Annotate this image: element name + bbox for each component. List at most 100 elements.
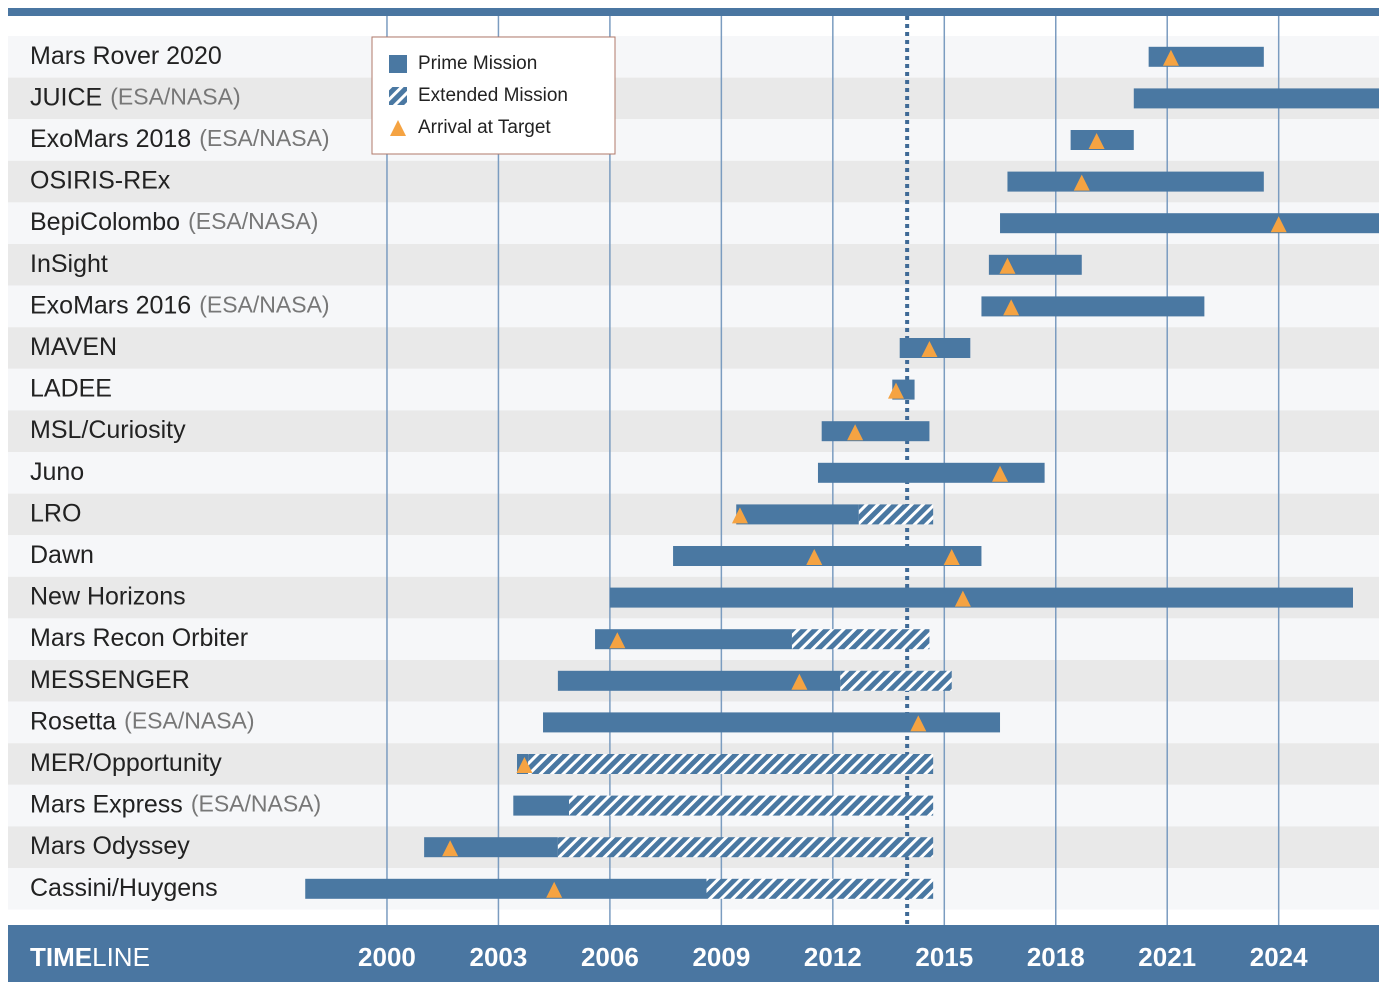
arrival-marker bbox=[910, 715, 927, 732]
arrival-marker bbox=[943, 549, 960, 565]
mission-name: Juno bbox=[30, 457, 84, 485]
mission-name: ExoMars 2018 bbox=[30, 125, 191, 153]
prime-bar bbox=[543, 712, 1001, 733]
arrival-marker bbox=[791, 673, 808, 690]
agency: (ESA/NASA) bbox=[110, 83, 240, 109]
mission-name: Dawn bbox=[30, 541, 94, 569]
mission-name: MSL/Curiosity bbox=[30, 416, 186, 444]
arrival-marker bbox=[999, 257, 1016, 274]
prime-bar bbox=[513, 795, 570, 816]
mission-name: MAVEN bbox=[30, 333, 117, 361]
mission-name: JUICE bbox=[30, 83, 102, 111]
arrival-marker bbox=[806, 549, 823, 565]
mission-label: Rosetta (ESA/NASA) bbox=[30, 707, 255, 735]
arrival-marker bbox=[442, 840, 459, 857]
extended-bar bbox=[569, 795, 934, 816]
arrival-marker bbox=[1162, 49, 1179, 66]
x-tick-label: 2018 bbox=[1027, 942, 1085, 972]
mission-name: New Horizons bbox=[30, 582, 186, 610]
footer-title: TIMELINE bbox=[30, 942, 150, 972]
agency: (ESA/NASA) bbox=[191, 791, 321, 817]
mission-label: MESSENGER bbox=[30, 665, 190, 693]
arrival-marker bbox=[921, 341, 938, 357]
mission-name: MESSENGER bbox=[30, 665, 190, 693]
arrival-marker bbox=[1270, 216, 1287, 233]
arrival-marker bbox=[887, 382, 904, 399]
mission-name: Rosetta bbox=[30, 707, 116, 735]
row-band bbox=[8, 368, 1379, 411]
agency: (ESA/NASA) bbox=[199, 291, 329, 317]
footer-title-bold: TIME bbox=[30, 942, 92, 972]
extended-bar bbox=[791, 629, 930, 650]
mission-name: Mars Odyssey bbox=[30, 832, 190, 860]
footer-band bbox=[8, 925, 1379, 982]
legend-swatch bbox=[390, 120, 406, 136]
mission-name: Mars Rover 2020 bbox=[30, 41, 222, 69]
arrival-marker bbox=[731, 507, 748, 524]
x-tick-label: 2021 bbox=[1138, 942, 1196, 972]
mission-name: Mars Recon Orbiter bbox=[30, 624, 248, 652]
extended-bar bbox=[706, 878, 934, 899]
row-band bbox=[8, 410, 1379, 452]
x-tick-label: 2000 bbox=[358, 942, 416, 972]
mission-name: Cassini/Huygens bbox=[30, 873, 218, 901]
arrival-marker bbox=[609, 632, 626, 649]
mission-name: LADEE bbox=[30, 374, 112, 402]
extended-bar bbox=[557, 837, 934, 858]
extended-bar bbox=[840, 670, 952, 691]
x-tick-label: 2006 bbox=[581, 942, 639, 972]
mission-name: MER/Opportunity bbox=[30, 749, 222, 777]
mission-label: MER/Opportunity bbox=[30, 749, 222, 777]
row-band bbox=[8, 244, 1379, 286]
footer-title-rest: LINE bbox=[92, 942, 150, 972]
prime-bar bbox=[1070, 130, 1134, 150]
extended-bar bbox=[858, 504, 934, 525]
x-tick-label: 2003 bbox=[470, 942, 528, 972]
arrival-marker bbox=[847, 424, 864, 441]
prime-bar bbox=[305, 878, 707, 899]
legend-label: Arrival at Target bbox=[418, 117, 551, 138]
arrival-marker bbox=[992, 465, 1009, 482]
prime-bar bbox=[595, 629, 792, 650]
prime-bar bbox=[1000, 213, 1379, 234]
agency: (ESA/NASA) bbox=[199, 125, 329, 151]
prime-bar bbox=[899, 338, 971, 358]
prime-bar bbox=[817, 462, 1045, 483]
prime-bar bbox=[736, 504, 859, 525]
agency: (ESA/NASA) bbox=[124, 707, 254, 733]
mission-name: BepiColombo bbox=[30, 208, 180, 236]
mission-name: Mars Express bbox=[30, 790, 183, 818]
prime-bar bbox=[981, 296, 1205, 317]
prime-bar bbox=[557, 670, 841, 691]
arrival-marker bbox=[1073, 174, 1090, 191]
mission-name: InSight bbox=[30, 249, 108, 277]
row-band bbox=[8, 327, 1379, 369]
mission-name: LRO bbox=[30, 499, 81, 527]
prime-bar bbox=[1133, 88, 1379, 109]
arrival-marker bbox=[546, 881, 563, 898]
mission-label: MSL/Curiosity bbox=[30, 416, 186, 444]
mission-label: LADEE bbox=[30, 374, 112, 402]
prime-bar bbox=[424, 837, 558, 858]
arrival-marker bbox=[516, 757, 533, 773]
x-tick-label: 2009 bbox=[692, 942, 750, 972]
prime-bar bbox=[1007, 171, 1264, 192]
prime-bar bbox=[1148, 46, 1264, 67]
prime-bar bbox=[673, 546, 982, 566]
row-band bbox=[8, 493, 1379, 536]
x-tick-label: 2024 bbox=[1250, 942, 1308, 972]
agency: (ESA/NASA) bbox=[188, 208, 318, 234]
mission-name: ExoMars 2016 bbox=[30, 291, 191, 319]
mission-name: OSIRIS-REx bbox=[30, 166, 171, 194]
row-band bbox=[8, 452, 1379, 494]
legend-label: Extended Mission bbox=[418, 85, 568, 106]
mission-label: OSIRIS-REx bbox=[30, 166, 171, 194]
mission-label: New Horizons bbox=[30, 582, 186, 610]
mission-label: Mars Recon Orbiter bbox=[30, 624, 248, 652]
mission-label: Cassini/Huygens bbox=[30, 873, 218, 901]
mission-label: Mars Odyssey bbox=[30, 832, 190, 860]
mission-label: Dawn bbox=[30, 541, 94, 569]
x-tick-label: 2015 bbox=[915, 942, 973, 972]
mission-label: MAVEN bbox=[30, 333, 117, 361]
